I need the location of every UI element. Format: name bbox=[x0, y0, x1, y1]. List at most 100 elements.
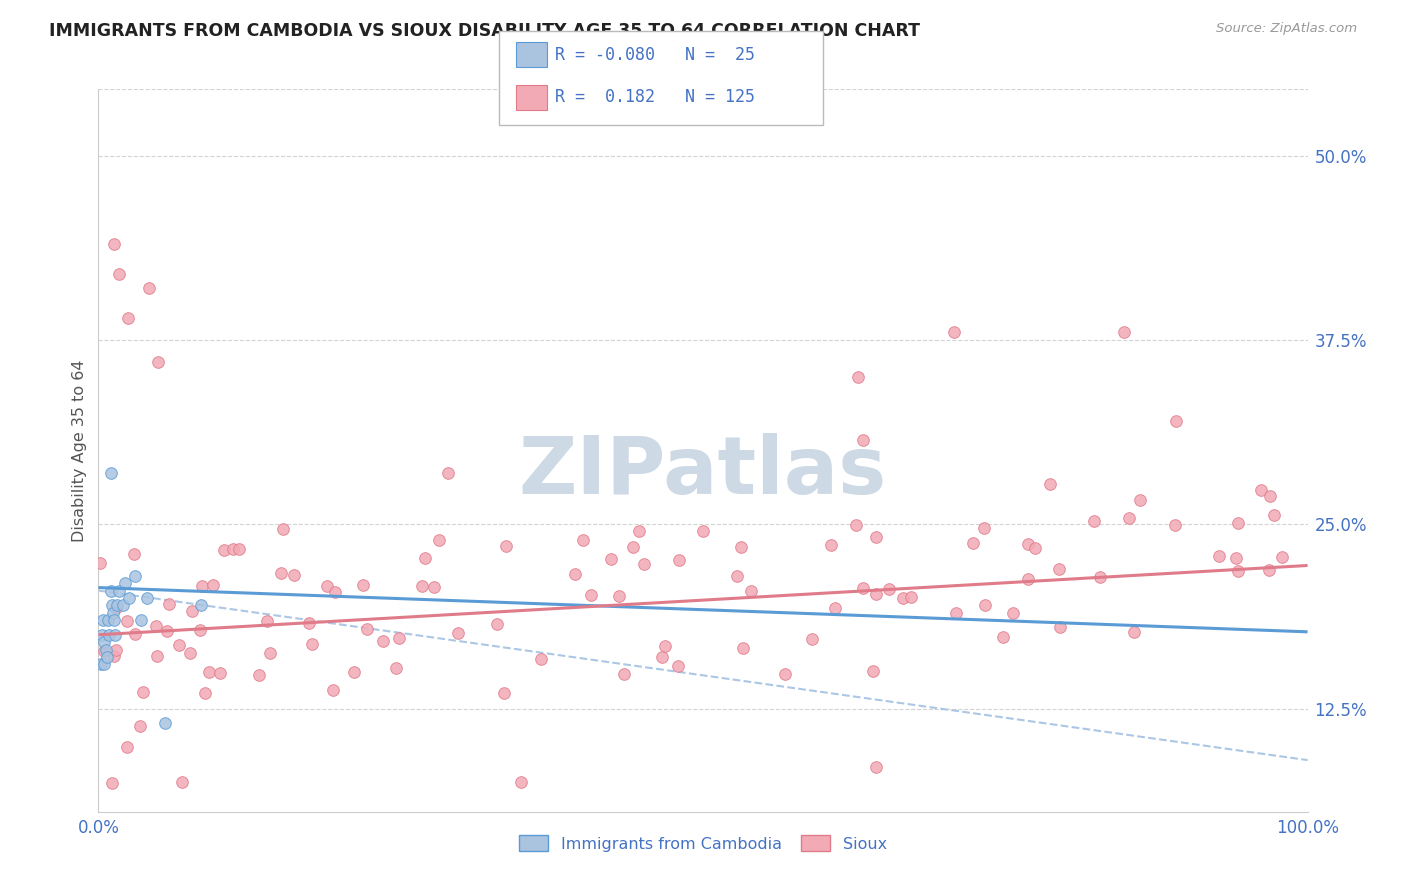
Point bbox=[845, 518, 868, 533]
Point bbox=[100, 466, 122, 480]
Point bbox=[122, 547, 145, 561]
Point bbox=[371, 634, 394, 648]
Point bbox=[730, 540, 752, 554]
Point bbox=[145, 619, 167, 633]
Point bbox=[1024, 541, 1046, 555]
Point bbox=[1271, 549, 1294, 564]
Point bbox=[437, 467, 460, 481]
Point bbox=[212, 543, 235, 558]
Point bbox=[495, 539, 517, 553]
Point bbox=[865, 760, 887, 774]
Point bbox=[270, 566, 292, 580]
Point bbox=[666, 659, 689, 673]
Point bbox=[100, 599, 122, 613]
Point bbox=[993, 630, 1015, 644]
Point bbox=[1258, 489, 1281, 503]
Point bbox=[1088, 570, 1111, 584]
Point bbox=[962, 536, 984, 550]
Point bbox=[1049, 620, 1071, 634]
Point bbox=[103, 613, 125, 627]
Point bbox=[156, 624, 179, 638]
Point bbox=[633, 557, 655, 571]
Point bbox=[108, 267, 131, 281]
Point bbox=[146, 355, 169, 369]
Point bbox=[510, 775, 533, 789]
Point bbox=[775, 666, 797, 681]
Point bbox=[190, 599, 212, 613]
Point bbox=[1163, 518, 1185, 533]
Point bbox=[1226, 564, 1249, 578]
Point bbox=[529, 652, 551, 666]
Point bbox=[388, 632, 411, 646]
Point bbox=[222, 541, 245, 556]
Point bbox=[900, 590, 922, 604]
Text: R =  0.182   N = 125: R = 0.182 N = 125 bbox=[555, 88, 755, 106]
Point bbox=[654, 639, 676, 653]
Point bbox=[247, 668, 270, 682]
Point bbox=[198, 665, 221, 680]
Point bbox=[824, 600, 846, 615]
Point bbox=[973, 520, 995, 534]
Point bbox=[579, 588, 602, 602]
Point bbox=[208, 666, 231, 681]
Point bbox=[89, 556, 111, 570]
Point bbox=[108, 583, 131, 598]
Point bbox=[91, 628, 114, 642]
Point bbox=[100, 583, 122, 598]
Point bbox=[725, 569, 748, 583]
Point bbox=[129, 613, 152, 627]
Point bbox=[668, 553, 690, 567]
Point bbox=[1226, 516, 1249, 531]
Point bbox=[973, 599, 995, 613]
Point bbox=[323, 584, 346, 599]
Point bbox=[1129, 493, 1152, 508]
Point bbox=[423, 580, 446, 594]
Point bbox=[181, 604, 204, 618]
Point bbox=[1257, 563, 1279, 577]
Point bbox=[271, 522, 294, 536]
Point bbox=[105, 643, 128, 657]
Point bbox=[131, 685, 153, 699]
Point bbox=[103, 649, 125, 664]
Point bbox=[1164, 414, 1187, 428]
Point bbox=[316, 579, 339, 593]
Point bbox=[115, 614, 138, 628]
Point bbox=[731, 641, 754, 656]
Point bbox=[256, 614, 278, 628]
Point bbox=[115, 739, 138, 754]
Point bbox=[145, 648, 167, 663]
Point bbox=[1250, 483, 1272, 498]
Text: R = -0.080   N =  25: R = -0.080 N = 25 bbox=[555, 45, 755, 64]
Point bbox=[411, 579, 433, 593]
Point bbox=[877, 582, 900, 596]
Point bbox=[91, 613, 114, 627]
Point bbox=[191, 579, 214, 593]
Point bbox=[194, 686, 217, 700]
Point bbox=[356, 622, 378, 636]
Point bbox=[1263, 508, 1285, 522]
Point bbox=[621, 540, 644, 554]
Point bbox=[740, 583, 762, 598]
Point bbox=[1083, 514, 1105, 528]
Point bbox=[852, 581, 875, 595]
Point bbox=[105, 599, 128, 613]
Point bbox=[801, 632, 824, 646]
Point bbox=[111, 599, 134, 613]
Point bbox=[96, 649, 118, 664]
Point bbox=[945, 606, 967, 620]
Point bbox=[1047, 562, 1070, 576]
Point bbox=[1039, 476, 1062, 491]
Point bbox=[101, 776, 124, 790]
Point bbox=[118, 591, 141, 605]
Point bbox=[94, 642, 117, 657]
Point bbox=[1017, 572, 1039, 586]
Point bbox=[865, 587, 887, 601]
Point bbox=[188, 623, 211, 637]
Point bbox=[1017, 537, 1039, 551]
Point bbox=[138, 281, 160, 295]
Legend: Immigrants from Cambodia, Sioux: Immigrants from Cambodia, Sioux bbox=[513, 829, 893, 858]
Point bbox=[124, 627, 146, 641]
Point bbox=[172, 775, 194, 789]
Point bbox=[93, 635, 115, 649]
Point bbox=[129, 719, 152, 733]
